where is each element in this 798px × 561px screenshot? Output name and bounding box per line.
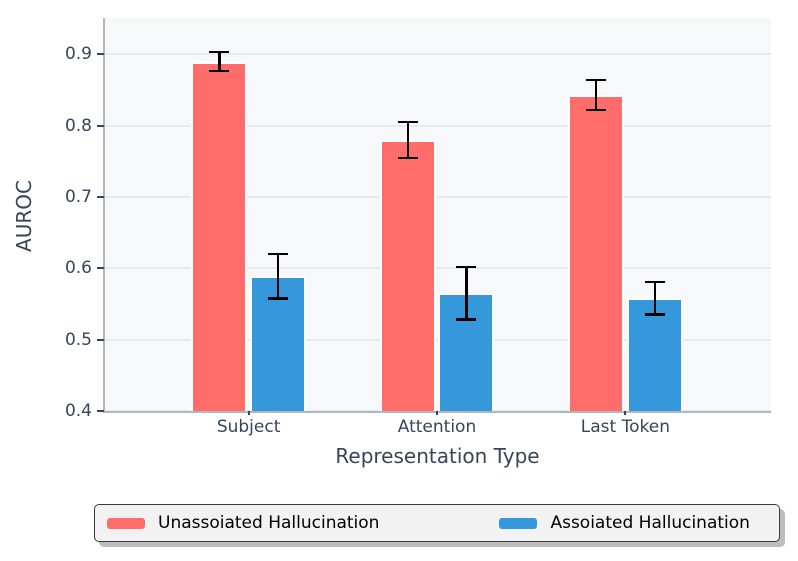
y-axis-spine [103, 18, 105, 411]
y-tick-mark [97, 196, 104, 199]
x-tick-label: Attention [397, 417, 477, 437]
y-tick-label: 0.6 [64, 258, 92, 279]
gridline [104, 53, 771, 56]
gridline [104, 267, 771, 270]
gridline [104, 338, 771, 341]
bar-unassoiated-hallucination-subject [191, 61, 248, 411]
x-tick-label: Subject [216, 417, 281, 437]
gridline [104, 124, 771, 127]
legend-swatch-blue [499, 517, 538, 529]
error-bar-cap [209, 50, 230, 54]
error-bar-cap [644, 280, 665, 284]
error-bar-cap [644, 313, 665, 316]
error-bar-cap [456, 265, 477, 269]
error-bar-cap [586, 78, 607, 82]
legend-swatch-red [107, 517, 145, 529]
y-tick-label: 0.4 [64, 401, 92, 421]
x-tick-mark [624, 411, 627, 415]
y-tick-label: 0.5 [64, 329, 92, 350]
legend: Unassoiated Hallucination Assoiated Hall… [94, 504, 780, 542]
y-tick-mark [97, 410, 104, 412]
y-tick-label: 0.8 [64, 115, 92, 136]
bar-unassoiated-hallucination-attention [379, 139, 436, 411]
error-bar-cap [268, 252, 288, 256]
error-bar-line [276, 254, 280, 299]
x-axis-title: Representation Type [335, 444, 540, 468]
error-bar-line [594, 80, 598, 110]
x-tick-label: Last Token [580, 417, 670, 437]
bar-unassoiated-hallucination-last-token [568, 95, 625, 411]
y-tick-mark [97, 338, 104, 341]
y-axis-title: AUROC [12, 180, 36, 252]
error-bar-cap [586, 108, 607, 112]
error-bar-line [218, 52, 221, 71]
error-bar-cap [209, 69, 230, 73]
legend-entry-unassoiated: Unassoiated Hallucination [107, 513, 379, 533]
error-bar-cap [456, 318, 477, 321]
y-tick-mark [97, 267, 104, 270]
x-tick-mark [436, 411, 438, 415]
legend-label: Unassoiated Hallucination [158, 513, 380, 533]
x-tick-mark [247, 411, 250, 415]
y-tick-label: 0.7 [64, 187, 92, 208]
error-bar-line [465, 266, 468, 320]
error-bar-cap [268, 297, 288, 300]
error-bar-cap [397, 120, 418, 124]
error-bar-line [406, 122, 410, 158]
y-tick-mark [97, 124, 104, 127]
y-tick-mark [97, 53, 104, 56]
plot-area [103, 18, 771, 415]
y-tick-label: 0.9 [64, 44, 92, 65]
legend-label: Assoiated Hallucination [550, 513, 750, 533]
gridline [104, 196, 771, 199]
bar-assoiated-hallucination-subject [250, 276, 306, 411]
legend-entry-assoiated: Assoiated Hallucination [499, 513, 750, 533]
error-bar-cap [397, 156, 418, 160]
error-bar-line [653, 281, 657, 315]
bar-assoiated-hallucination-last-token [626, 298, 683, 411]
